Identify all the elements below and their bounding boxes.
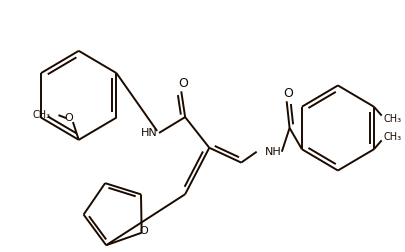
- Text: O: O: [284, 87, 294, 100]
- Text: CH₃: CH₃: [32, 110, 51, 120]
- Text: O: O: [65, 113, 73, 123]
- Text: HN: HN: [141, 128, 158, 138]
- Text: O: O: [139, 226, 148, 236]
- Text: NH: NH: [264, 147, 281, 157]
- Text: O: O: [178, 77, 188, 90]
- Text: CH₃: CH₃: [384, 114, 402, 123]
- Text: CH₃: CH₃: [384, 132, 402, 142]
